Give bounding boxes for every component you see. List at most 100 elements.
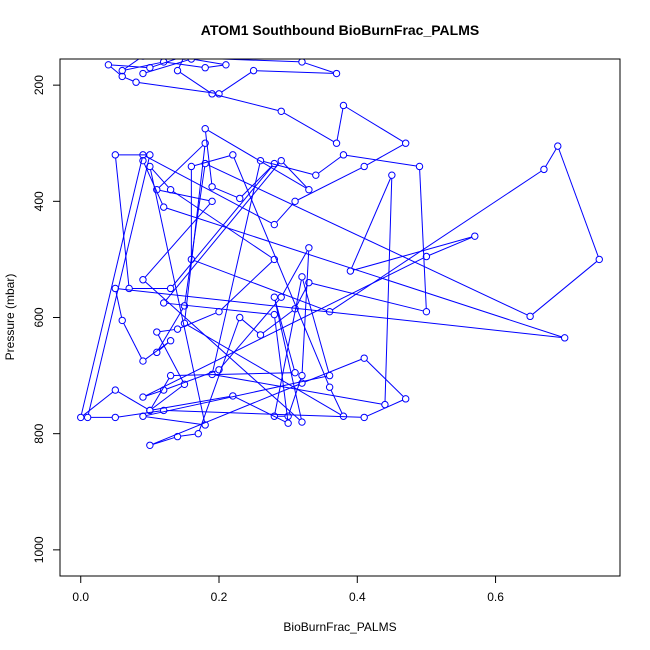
data-point xyxy=(236,313,244,322)
data-point xyxy=(236,194,244,203)
data-point xyxy=(554,142,562,150)
data-point xyxy=(166,284,175,293)
data-point xyxy=(111,151,120,159)
series-segment xyxy=(123,323,142,359)
series-segment xyxy=(429,236,473,256)
data-point xyxy=(540,165,548,174)
data-point xyxy=(118,316,126,325)
series-segment xyxy=(532,261,598,315)
data-point xyxy=(160,406,168,415)
data-point xyxy=(388,171,396,179)
x-tick-label: 0.0 xyxy=(72,590,89,604)
series-segment xyxy=(304,358,362,383)
data-series xyxy=(77,59,603,449)
data-point xyxy=(229,392,237,400)
series-segment xyxy=(208,59,299,63)
data-point xyxy=(270,412,279,420)
data-point xyxy=(270,310,279,319)
x-tick-label: 0.4 xyxy=(349,590,366,604)
chart-title: ATOM1 Southbound BioBurnFrac_PALMS xyxy=(201,22,479,38)
series-segment xyxy=(152,383,300,445)
series-segment xyxy=(366,360,404,397)
data-point xyxy=(360,354,368,362)
series-segment xyxy=(124,59,140,70)
data-point xyxy=(118,66,126,75)
series-segment xyxy=(345,106,404,142)
data-point xyxy=(132,78,140,86)
y-tick-label: 800 xyxy=(32,423,46,443)
series-segment xyxy=(346,154,417,167)
series-segment xyxy=(145,155,272,224)
data-point xyxy=(215,366,223,374)
data-point xyxy=(166,337,175,345)
data-point xyxy=(298,418,306,426)
series-segment xyxy=(152,395,230,411)
series-segment xyxy=(110,66,121,75)
data-point xyxy=(415,162,424,171)
series-segment xyxy=(283,112,335,143)
series-segment xyxy=(143,163,163,205)
data-point xyxy=(560,334,569,342)
data-point xyxy=(146,406,154,415)
data-point xyxy=(201,159,209,168)
data-point xyxy=(173,432,182,441)
series-segment xyxy=(145,281,300,421)
x-axis-label: BioBurnFrac_PALMS xyxy=(283,620,396,634)
series-segment xyxy=(311,282,424,312)
series-segment xyxy=(351,177,392,269)
data-point xyxy=(298,371,306,380)
series-segment xyxy=(241,165,273,197)
series-segment xyxy=(304,62,334,73)
data-point xyxy=(201,421,209,429)
data-point xyxy=(270,220,279,229)
data-point xyxy=(215,307,223,316)
data-point xyxy=(270,293,279,301)
series-segment xyxy=(545,148,557,167)
series-segment xyxy=(233,157,329,385)
series-segment xyxy=(124,77,134,82)
data-point xyxy=(146,441,154,449)
series-segment xyxy=(332,170,542,311)
series-segment xyxy=(184,166,206,303)
data-point xyxy=(208,90,216,98)
data-point xyxy=(83,413,92,422)
series-segment xyxy=(215,94,279,111)
y-tick-label: 200 xyxy=(32,75,46,95)
series-segment xyxy=(301,250,310,373)
data-point xyxy=(346,267,355,275)
data-point xyxy=(111,284,120,293)
plot-frame xyxy=(59,58,621,577)
series-segment xyxy=(558,148,599,257)
data-point xyxy=(325,307,334,316)
series-segment xyxy=(165,162,280,301)
data-point xyxy=(166,371,175,380)
series-segment xyxy=(180,433,196,437)
data-point xyxy=(256,156,265,165)
series-segment xyxy=(166,61,203,68)
series-segment xyxy=(274,300,295,370)
data-point xyxy=(166,186,175,194)
data-point xyxy=(277,293,285,301)
data-point xyxy=(208,370,216,379)
data-point xyxy=(201,64,209,72)
data-point xyxy=(139,357,147,365)
series-segment xyxy=(241,319,259,334)
series-segment xyxy=(115,157,130,286)
data-point xyxy=(291,197,299,206)
data-point xyxy=(360,413,368,422)
data-point xyxy=(125,284,133,293)
y-axis-label: Pressure (mbar) xyxy=(3,274,17,361)
series-segment xyxy=(207,164,528,316)
series-segment xyxy=(157,334,184,382)
data-point xyxy=(111,413,120,422)
data-point xyxy=(201,139,209,147)
data-point xyxy=(160,203,168,211)
data-point xyxy=(339,151,348,159)
series-segment xyxy=(118,410,161,418)
data-point xyxy=(401,395,410,403)
series-segment xyxy=(220,299,280,368)
series-segment xyxy=(208,64,223,68)
series-segment xyxy=(118,288,562,338)
x-tick-label: 0.6 xyxy=(487,590,504,604)
data-point xyxy=(146,151,154,159)
